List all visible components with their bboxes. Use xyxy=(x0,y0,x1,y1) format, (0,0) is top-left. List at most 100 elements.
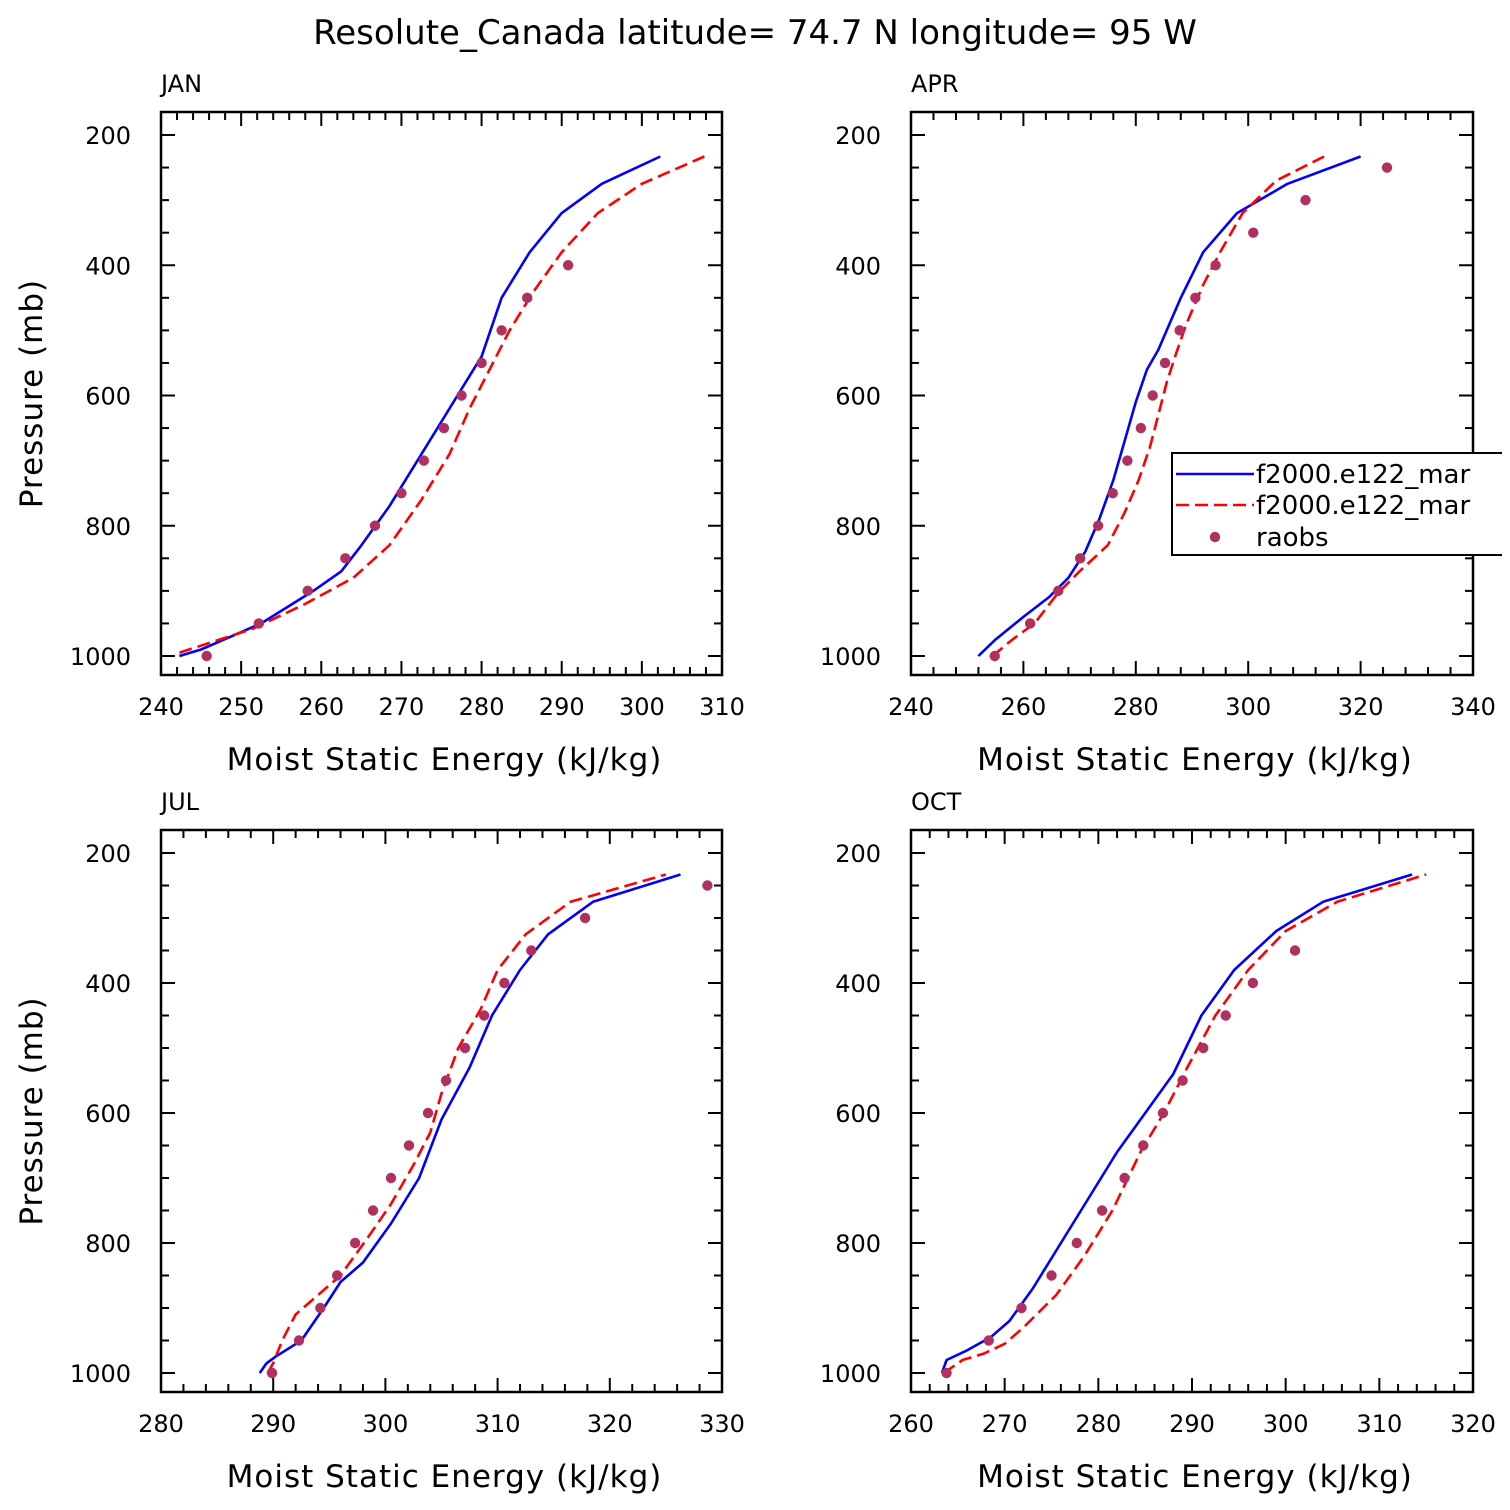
raobs-point xyxy=(1248,227,1259,238)
raobs-point xyxy=(1119,1172,1130,1184)
ticks xyxy=(910,112,1474,675)
legend-label: raobs xyxy=(1256,523,1329,553)
figure-title: Resolute_Canada latitude= 74.7 N longitu… xyxy=(313,13,1197,53)
panel-oct: OCT 260 270 280 290 300 310 320 200 400 600 800 1000… xyxy=(820,788,1496,1495)
raobs-point xyxy=(367,1205,379,1216)
x-tick-label: 290 xyxy=(539,693,585,721)
raobs-point xyxy=(315,1302,326,1314)
series-solid-line xyxy=(977,155,1362,657)
raobs-point xyxy=(1046,1270,1057,1281)
raobs-point xyxy=(340,553,351,564)
y-tick-label: 600 xyxy=(85,1100,131,1128)
panel-apr: APR 240 260 280 300 320 340 200 400 600 800 1000 Moi… xyxy=(820,70,1496,778)
y-tick-label: 600 xyxy=(835,1100,881,1128)
raobs-point xyxy=(403,1140,415,1151)
raobs-point xyxy=(1147,390,1158,401)
raobs-point xyxy=(1122,455,1133,466)
raobs-point xyxy=(1198,1042,1209,1054)
raobs-point xyxy=(396,487,407,499)
raobs-point xyxy=(1190,292,1201,304)
raobs-point xyxy=(385,1172,397,1184)
x-tick-label: 270 xyxy=(982,1410,1028,1438)
raobs-point xyxy=(1074,553,1086,564)
x-tick-label: 250 xyxy=(218,693,264,721)
raobs-point xyxy=(1071,1237,1082,1249)
y-axis-label: Pressure (mb) xyxy=(14,279,50,508)
y-tick-label: 600 xyxy=(835,383,881,411)
y-tick-label: 800 xyxy=(85,513,131,541)
raobs-point xyxy=(1107,487,1118,499)
raobs-point xyxy=(456,390,467,401)
raobs-point xyxy=(1177,1075,1188,1086)
raobs-point xyxy=(1135,422,1147,434)
y-tick-label: 1000 xyxy=(70,643,131,671)
x-tick-label: 300 xyxy=(1225,693,1271,721)
x-axis-label: Moist Static Energy (kJ/kg) xyxy=(227,742,663,778)
raobs-point xyxy=(1220,1010,1231,1021)
series-raobs xyxy=(941,945,1301,1379)
x-tick-label: 280 xyxy=(459,693,505,721)
x-tick-label: 320 xyxy=(587,1410,633,1438)
panel-title: APR xyxy=(911,70,959,98)
series-dashed-line xyxy=(991,155,1325,658)
y-tick-label: 400 xyxy=(835,252,881,280)
y-tick-label: 200 xyxy=(835,122,881,150)
raobs-point xyxy=(422,1107,434,1119)
raobs-point xyxy=(331,1270,343,1281)
x-tick-label: 260 xyxy=(298,693,344,721)
raobs-point xyxy=(1024,618,1036,629)
raobs-point xyxy=(941,1367,952,1379)
raobs-point xyxy=(702,880,713,891)
x-tick-label: 240 xyxy=(888,693,934,721)
x-tick-label: 240 xyxy=(138,693,184,721)
panel-title: JUL xyxy=(159,788,200,816)
y-tick-label: 1000 xyxy=(820,643,881,671)
x-tick-label: 310 xyxy=(475,1410,521,1438)
x-tick-label: 310 xyxy=(699,693,745,721)
x-axis-label: Moist Static Energy (kJ/kg) xyxy=(227,1459,663,1495)
plot-frame xyxy=(909,828,1475,1394)
panel-jul: JUL 280 290 300 310 320 330 200 400 600 800 1000 Moi… xyxy=(14,788,745,1495)
ticks xyxy=(160,112,723,675)
series-dashed-line xyxy=(178,155,705,654)
y-tick-label: 1000 xyxy=(70,1360,131,1388)
raobs-point xyxy=(293,1335,305,1346)
plot-frame xyxy=(159,828,724,1394)
y-tick-label: 200 xyxy=(85,840,131,868)
raobs-point xyxy=(1138,1140,1149,1151)
series-solid-line xyxy=(258,873,681,1374)
series-solid-line xyxy=(940,873,1413,1374)
raobs-point xyxy=(1016,1302,1027,1314)
y-tick-label: 800 xyxy=(835,513,881,541)
x-tick-label: 290 xyxy=(1169,1410,1215,1438)
ticks xyxy=(910,830,1474,1392)
ticks xyxy=(160,830,723,1392)
x-axis-label: Moist Static Energy (kJ/kg) xyxy=(977,742,1413,778)
raobs-point xyxy=(499,977,510,989)
raobs-point xyxy=(476,357,487,369)
x-tick-label: 310 xyxy=(1356,1410,1402,1438)
series-raobs xyxy=(266,880,713,1379)
raobs-point xyxy=(1210,260,1221,271)
y-tick-label: 600 xyxy=(85,383,131,411)
y-tick-label: 400 xyxy=(85,970,131,998)
raobs-point xyxy=(579,912,591,924)
x-tick-label: 260 xyxy=(888,1410,934,1438)
series-raobs xyxy=(201,260,574,662)
raobs-point xyxy=(1096,1205,1108,1216)
raobs-point xyxy=(983,1335,994,1346)
raobs-point xyxy=(989,650,1000,662)
raobs-point xyxy=(1159,357,1171,369)
raobs-point xyxy=(1157,1107,1169,1119)
y-tick-label: 1000 xyxy=(820,1360,881,1388)
x-tick-label: 290 xyxy=(250,1410,296,1438)
x-tick-label: 270 xyxy=(379,693,425,721)
x-tick-label: 330 xyxy=(699,1410,745,1438)
raobs-point xyxy=(440,1075,452,1086)
x-tick-label: 280 xyxy=(1075,1410,1121,1438)
raobs-point xyxy=(266,1367,278,1379)
series-raobs xyxy=(989,162,1393,662)
raobs-point xyxy=(1174,325,1185,336)
